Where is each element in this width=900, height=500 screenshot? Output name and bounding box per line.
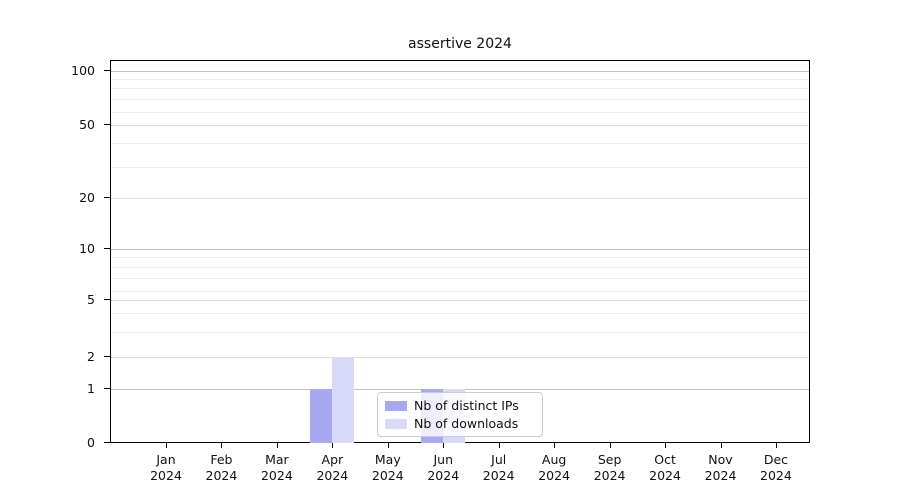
legend-swatch-distinct-ips [385, 400, 407, 411]
x-tick-label-sep: Sep 2024 [593, 452, 626, 483]
bar-nb-of-distinct-ips-apr [310, 388, 333, 443]
x-tick-mark-dec [775, 443, 777, 448]
gridline-20 [111, 198, 809, 199]
y-tick-label-100: 100 [71, 63, 95, 78]
legend: Nb of distinct IPs Nb of downloads [377, 392, 543, 437]
x-tick-mark-aug [554, 443, 556, 448]
y-tick-label-1: 1 [87, 380, 95, 396]
y-tick-label-10: 10 [79, 241, 95, 256]
y-tick-mark-10 [104, 248, 110, 249]
minor-gridline-4 [111, 313, 809, 314]
x-tick-label-jan: Jan 2024 [150, 452, 182, 483]
x-tick-mark-jun [443, 443, 445, 448]
minor-gridline-70 [111, 99, 809, 100]
legend-entry-distinct-ips: Nb of distinct IPs [385, 398, 542, 413]
x-tick-label-jun: Jun 2024 [427, 452, 460, 483]
x-tick-label-aug: Aug 2024 [538, 452, 571, 483]
y-tick-label-2: 2 [87, 349, 95, 364]
y-tick-label-0: 0 [87, 435, 95, 450]
x-tick-mark-oct [665, 443, 667, 448]
gridline-10 [111, 249, 809, 250]
x-tick-mark-may [387, 443, 389, 448]
minor-gridline-6 [111, 291, 809, 292]
gridline-50 [111, 125, 809, 126]
x-tick-label-feb: Feb 2024 [205, 452, 238, 483]
x-tick-mark-mar [276, 443, 278, 448]
y-tick-mark-0 [104, 442, 110, 443]
y-tick-mark-2 [104, 356, 110, 357]
x-tick-label-oct: Oct 2024 [649, 452, 681, 483]
x-tick-mark-jul [498, 443, 500, 448]
x-tick-mark-nov [720, 443, 722, 448]
minor-gridline-9 [111, 257, 809, 258]
y-tick-mark-1 [104, 387, 110, 389]
legend-label-downloads: Nb of downloads [414, 416, 519, 431]
x-tick-mark-apr [332, 443, 334, 448]
y-tick-mark-5 [104, 299, 110, 300]
gridline-2 [111, 357, 809, 358]
bar-nb-of-downloads-apr [332, 357, 355, 443]
y-tick-mark-20 [104, 197, 110, 198]
minor-gridline-40 [111, 143, 809, 144]
minor-gridline-8 [111, 267, 809, 268]
legend-label-distinct-ips: Nb of distinct IPs [414, 398, 519, 413]
chart-title: assertive 2024 [408, 36, 512, 52]
y-tick-mark-100 [104, 70, 110, 71]
legend-swatch-downloads [385, 418, 407, 429]
x-tick-mark-sep [609, 443, 611, 448]
y-tick-label-20: 20 [79, 190, 95, 205]
x-tick-label-nov: Nov 2024 [704, 452, 737, 483]
minor-gridline-80 [111, 88, 809, 89]
minor-gridline-90 [111, 79, 809, 80]
minor-gridline-3 [111, 332, 809, 333]
gridline-5 [111, 300, 809, 301]
minor-gridline-7 [111, 278, 809, 279]
x-tick-mark-feb [221, 443, 223, 448]
x-tick-label-jul: Jul 2024 [482, 452, 515, 483]
y-tick-mark-50 [104, 124, 110, 125]
x-tick-label-dec: Dec 2024 [760, 452, 792, 483]
y-tick-label-50: 50 [79, 117, 95, 132]
x-tick-label-apr: Apr 2024 [316, 452, 349, 483]
minor-gridline-30 [111, 167, 809, 168]
x-tick-label-mar: Mar 2024 [260, 452, 293, 483]
x-tick-mark-jan [166, 443, 167, 448]
x-tick-label-may: May 2024 [371, 452, 404, 483]
y-tick-label-5: 5 [87, 292, 95, 307]
minor-gridline-60 [111, 112, 809, 113]
legend-entry-downloads: Nb of downloads [385, 416, 542, 431]
gridline-100 [111, 71, 809, 72]
plot-area [110, 60, 810, 443]
